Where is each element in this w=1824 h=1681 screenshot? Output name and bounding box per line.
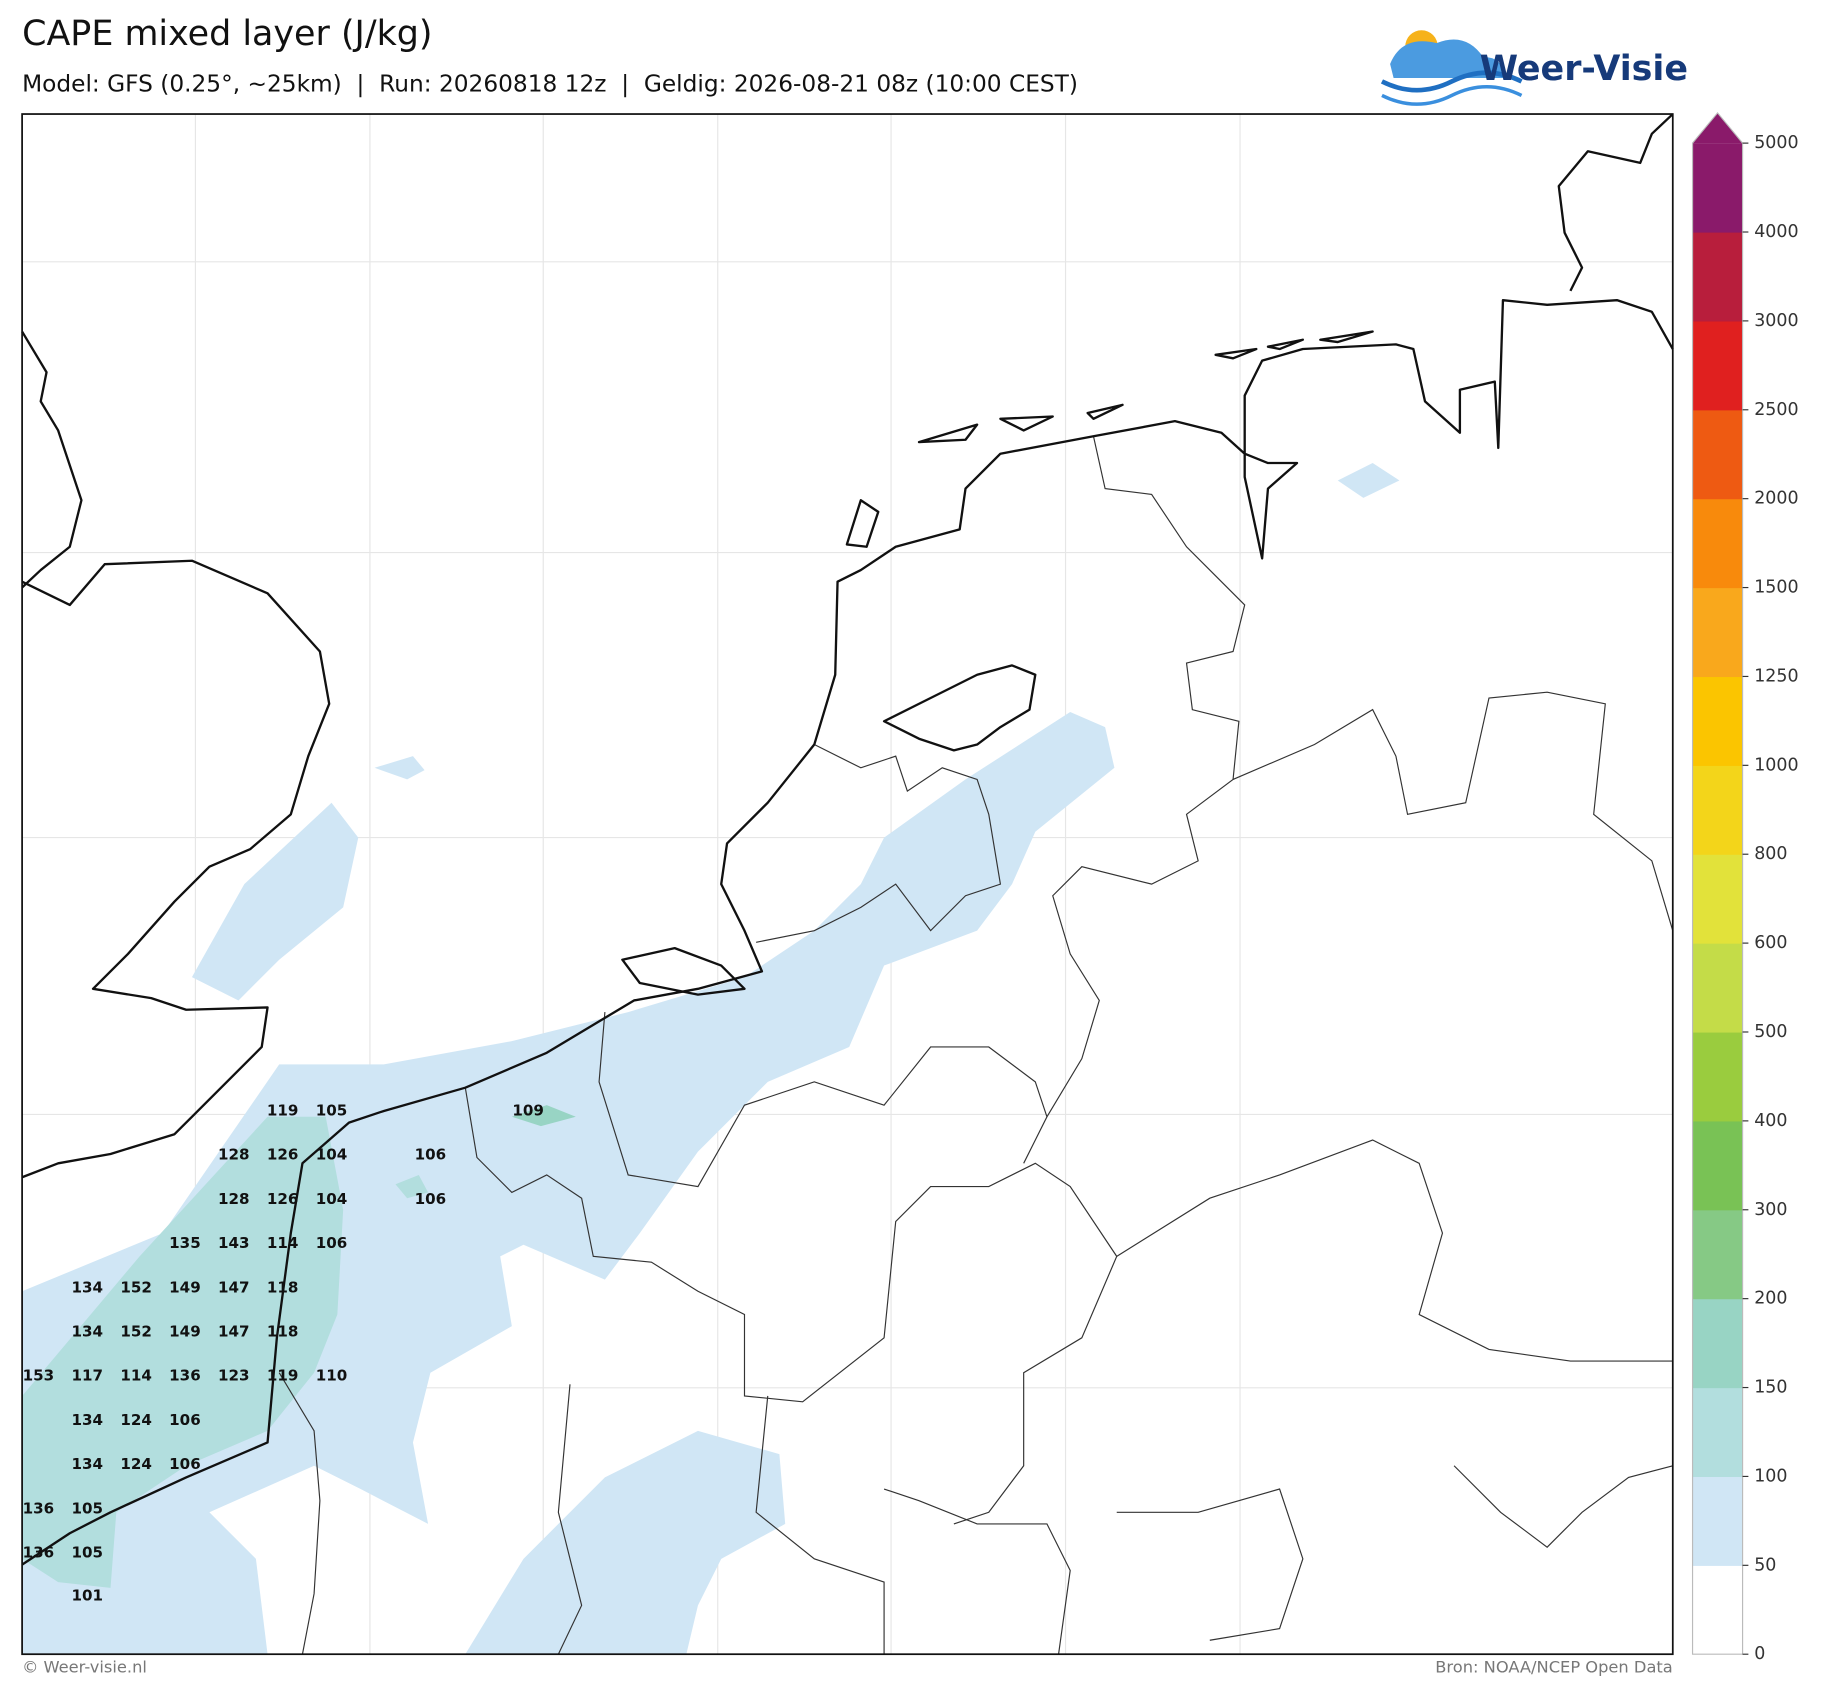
value-label: 119 [267, 1367, 299, 1385]
value-label: 114 [267, 1234, 299, 1252]
value-label: 152 [120, 1278, 152, 1296]
colorbar-band [1692, 765, 1743, 855]
value-label: 124 [120, 1411, 152, 1429]
value-label: 106 [169, 1455, 201, 1473]
colorbar-band [1692, 1387, 1743, 1478]
value-label: 143 [218, 1234, 250, 1252]
colorbar-extend [1692, 112, 1743, 144]
colorbar-tick-label: 200 [1754, 1289, 1787, 1309]
value-label: 147 [218, 1322, 250, 1340]
colorbar-band [1692, 587, 1743, 678]
value-label: 149 [169, 1278, 201, 1296]
value-label: 135 [169, 1234, 201, 1252]
colorbar-band [1692, 1476, 1743, 1566]
logo: Weer-Visie [1380, 30, 1688, 106]
colorbar-band [1692, 232, 1743, 322]
map: 119 105 109 128 126 104 106 128 126 104 106 135 143 1… [21, 113, 1674, 1656]
value-label: 110 [316, 1367, 348, 1385]
value-label: 106 [415, 1190, 447, 1208]
value-label: 124 [120, 1455, 152, 1473]
value-label: 101 [71, 1587, 103, 1605]
colorbar-tick-label: 1000 [1754, 755, 1798, 775]
colorbar-tick-label: 50 [1754, 1555, 1776, 1575]
value-label: 128 [218, 1190, 250, 1208]
title: CAPE mixed layer (J/kg) [22, 14, 432, 54]
colorbar-tick-label: 1500 [1754, 578, 1798, 598]
colorbar-tick-label: 100 [1754, 1466, 1787, 1486]
colorbar-band [1692, 1209, 1743, 1300]
colorbar-tick-label: 2500 [1754, 400, 1798, 420]
value-label: 134 [71, 1455, 103, 1473]
value-label: 105 [71, 1499, 103, 1517]
colorbar-tick-label: 0 [1754, 1644, 1765, 1664]
subtitle: Model: GFS (0.25°, ~25km) | Run: 2026081… [22, 70, 1078, 97]
colorbar-band [1692, 409, 1743, 500]
colorbar-tick-label: 150 [1754, 1378, 1787, 1398]
colorbar-band [1692, 1565, 1743, 1655]
value-label: 106 [169, 1411, 201, 1429]
colorbar: 0 50 100 150 200 300 400 500 600 800 1000 1250 1500 2… [1691, 111, 1799, 1664]
value-labels: 119 105 109 128 126 104 106 128 126 104 106 135 143 1… [23, 1101, 544, 1604]
value-label: 117 [71, 1367, 103, 1385]
colorbar-band [1692, 854, 1743, 944]
colorbar-tick-label: 2000 [1754, 489, 1798, 509]
value-label: 136 [169, 1367, 201, 1385]
colorbar-band [1692, 1120, 1743, 1211]
borders [278, 436, 1674, 1655]
value-label: 109 [512, 1101, 544, 1119]
value-label: 119 [267, 1101, 299, 1119]
colorbar-tick-label: 5000 [1754, 133, 1798, 153]
value-label: 153 [23, 1367, 55, 1385]
colorbar-tick-label: 1250 [1754, 666, 1798, 686]
cape-field [22, 463, 1400, 1655]
value-label: 123 [218, 1367, 250, 1385]
source: Bron: NOAA/NCEP Open Data [1435, 1658, 1673, 1677]
value-label: 134 [71, 1278, 103, 1296]
colorbar-band [1692, 1031, 1743, 1122]
coastline [21, 113, 1674, 1566]
value-label: 118 [267, 1278, 299, 1296]
colorbar-band [1692, 498, 1743, 589]
colorbar-tick-label: 400 [1754, 1111, 1787, 1131]
colorbar-band [1692, 143, 1743, 233]
value-label: 136 [23, 1544, 55, 1562]
colorbar-tick-label: 4000 [1754, 222, 1798, 242]
map-frame [21, 113, 1674, 1656]
copyright: © Weer-visie.nl [22, 1658, 147, 1677]
value-label: 104 [316, 1146, 348, 1164]
colorbar-tick-label: 500 [1754, 1022, 1787, 1042]
logo-text: Weer-Visie [1480, 49, 1688, 89]
colorbar-band [1692, 943, 1743, 1033]
value-label: 118 [267, 1322, 299, 1340]
value-label: 147 [218, 1278, 250, 1296]
value-label: 134 [71, 1322, 103, 1340]
colorbar-tick-label: 300 [1754, 1200, 1787, 1220]
value-label: 126 [267, 1190, 299, 1208]
value-label: 114 [120, 1367, 152, 1385]
value-label: 104 [316, 1190, 348, 1208]
colorbar-band [1692, 1298, 1743, 1389]
value-label: 105 [316, 1101, 348, 1119]
value-label: 152 [120, 1322, 152, 1340]
colorbar-tick-label: 800 [1754, 844, 1787, 864]
colorbar-band [1692, 676, 1743, 766]
colorbar-tick-label: 600 [1754, 933, 1787, 953]
value-label: 136 [23, 1499, 55, 1517]
colorbar-outline [1691, 111, 1744, 1655]
value-label: 106 [316, 1234, 348, 1252]
value-label: 149 [169, 1322, 201, 1340]
value-label: 134 [71, 1411, 103, 1429]
colorbar-tick-label: 3000 [1754, 311, 1798, 331]
value-label: 128 [218, 1146, 250, 1164]
value-label: 126 [267, 1146, 299, 1164]
value-label: 105 [71, 1544, 103, 1562]
value-label: 106 [415, 1146, 447, 1164]
colorbar-band [1692, 320, 1743, 411]
